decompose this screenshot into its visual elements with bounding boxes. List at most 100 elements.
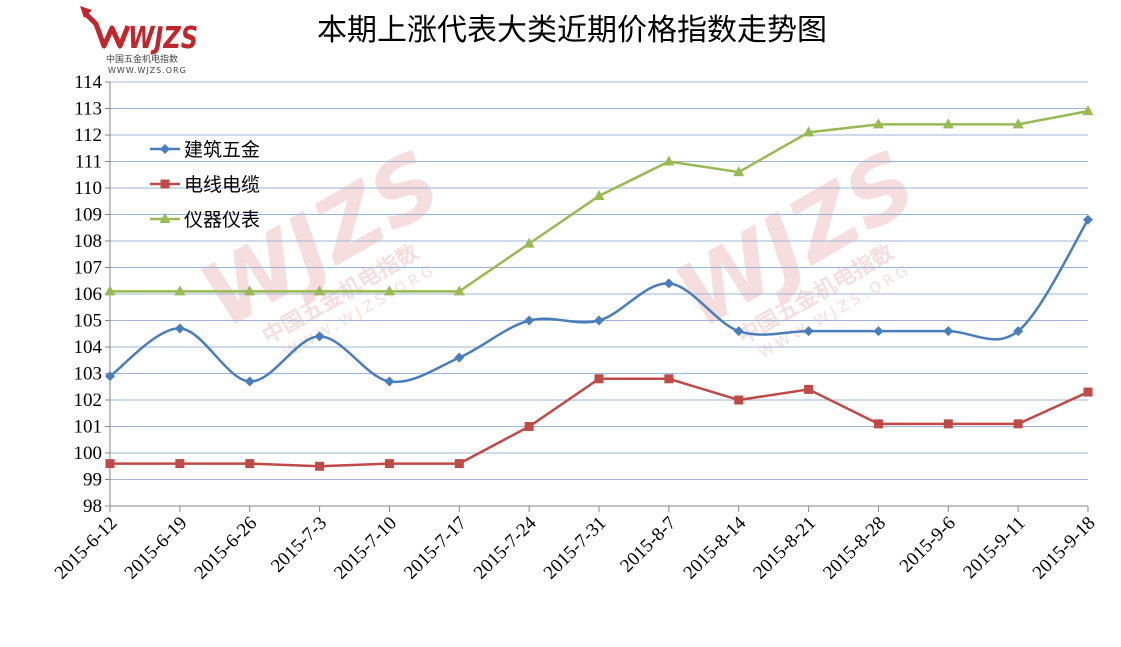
- legend-item-2: 电线电缆: [150, 174, 260, 196]
- series-3-point: [383, 285, 395, 296]
- y-tick-label: 109: [74, 205, 103, 226]
- x-tick-label: 2015-8-7: [616, 513, 680, 577]
- legend-label: 建筑五金: [184, 139, 260, 161]
- series-1-point: [384, 376, 395, 387]
- series-1-point: [594, 315, 604, 326]
- y-tick-label: 114: [74, 72, 102, 93]
- series-3-point: [1082, 105, 1094, 116]
- series-1: [105, 214, 1093, 387]
- series-3-point: [244, 285, 256, 296]
- series-1-point: [314, 331, 325, 342]
- series-3-point: [174, 285, 186, 296]
- series-1-point: [803, 326, 814, 337]
- series-2-point: [943, 419, 953, 429]
- series-1-point: [524, 315, 535, 326]
- series-2-point: [1083, 387, 1093, 397]
- y-tick-label: 111: [75, 152, 102, 173]
- y-tick-label: 104: [74, 337, 103, 358]
- series-1-point: [174, 323, 185, 334]
- series-2-point: [105, 459, 115, 469]
- y-tick-label: 113: [74, 99, 102, 120]
- series-3-point: [314, 285, 326, 296]
- series-2-point: [524, 422, 534, 431]
- series-2-point: [245, 459, 255, 469]
- series-3-point: [1012, 118, 1024, 129]
- logo-url: WWW.WJZS.ORG: [108, 66, 187, 75]
- series-3-point: [733, 166, 745, 177]
- series-2-point: [804, 384, 814, 394]
- series-3-point: [593, 189, 605, 200]
- logo-text: WJZS: [128, 21, 198, 56]
- series-2-point: [1013, 419, 1023, 429]
- x-tick-label: 2015-9-18: [1029, 513, 1100, 584]
- series-2-point: [664, 374, 674, 384]
- x-tick-label: 2015-8-21: [749, 513, 820, 584]
- y-tick-labels: 98 99 100 101 102 103 104 105 106 107 108 109 110 111…: [74, 72, 103, 517]
- series-1-point: [454, 352, 465, 363]
- watermark-right: WJZS 中国五金机电指数 WWW.WJZS.ORG: [659, 130, 933, 361]
- series-1-point: [943, 326, 954, 337]
- legend-label: 仪器仪表: [184, 209, 260, 231]
- y-tick-label: 108: [74, 231, 103, 252]
- x-tick-label: 2015-7-24: [470, 512, 541, 583]
- x-tick-label: 2015-6-12: [51, 513, 122, 584]
- y-tick-label: 100: [74, 443, 103, 464]
- series-2-point: [734, 395, 744, 405]
- series-2-point: [873, 419, 883, 429]
- series-1-point: [1013, 326, 1024, 337]
- legend-marker: [159, 213, 171, 223]
- y-tick-label: 107: [74, 258, 103, 279]
- series-layer: [104, 105, 1094, 471]
- x-tick-label: 2015-8-28: [819, 513, 890, 584]
- x-tick-label: 2015-9-11: [959, 513, 1029, 583]
- legend-item-1: 建筑五金: [150, 139, 260, 161]
- y-tick-label: 112: [74, 125, 102, 146]
- series-1-point: [244, 376, 255, 387]
- x-tick-label: 2015-6-26: [190, 513, 261, 584]
- series-2-point: [175, 459, 185, 469]
- chart-title: 本期上涨代表大类近期价格指数走势图: [317, 13, 827, 48]
- y-tick-label: 110: [74, 178, 102, 199]
- series-2-point: [594, 374, 604, 384]
- series-3-point: [942, 118, 954, 129]
- x-tick-label: 2015-9-6: [896, 513, 960, 577]
- series-1-point: [873, 326, 884, 337]
- watermark-left: WJZS 中国五金机电指数 WWW.WJZS.ORG: [184, 130, 458, 361]
- logo-subtitle: 中国五金机电指数: [106, 53, 178, 65]
- x-tick-label: 2015-7-3: [267, 513, 331, 577]
- series-1-point: [733, 326, 744, 337]
- series-1-point: [1083, 214, 1093, 225]
- y-tick-label: 99: [83, 470, 102, 491]
- series-2-point: [384, 459, 394, 469]
- series-3-point: [453, 285, 465, 296]
- series-2-point: [315, 461, 325, 471]
- x-tick-label: 2015-7-10: [330, 513, 401, 584]
- y-tick-label: 98: [83, 496, 102, 517]
- legend-item-3: 仪器仪表: [150, 209, 260, 231]
- series-3-point: [663, 155, 675, 166]
- series-3-point: [872, 118, 884, 129]
- y-tick-label: 106: [74, 284, 103, 305]
- y-tick-label: 105: [74, 311, 103, 332]
- y-tick-label: 103: [74, 364, 103, 385]
- logo-arrow-icon: [82, 10, 131, 49]
- series-2: [105, 374, 1093, 471]
- logo-arrow-head: [80, 6, 92, 18]
- series-2-point: [454, 459, 464, 469]
- x-tick-labels: 2015-6-12 2015-6-19 2015-6-26 2015-7-3 2015-…: [51, 512, 1100, 583]
- x-tick-label: 2015-7-31: [540, 513, 611, 584]
- series-3-point: [104, 285, 116, 296]
- wjzs-logo: WJZS 中国五金机电指数 WWW.WJZS.ORG: [80, 6, 198, 75]
- series-3-point: [803, 126, 815, 137]
- legend-marker: [160, 144, 170, 154]
- x-tick-label: 2015-8-14: [679, 512, 750, 583]
- gridlines: [110, 81, 1088, 480]
- series-1-point: [105, 371, 115, 382]
- series-3-point: [523, 237, 535, 248]
- y-tick-label: 102: [74, 390, 103, 411]
- x-tick-label: 2015-6-19: [121, 513, 192, 584]
- legend-marker: [160, 179, 170, 189]
- y-tick-label: 101: [74, 417, 103, 438]
